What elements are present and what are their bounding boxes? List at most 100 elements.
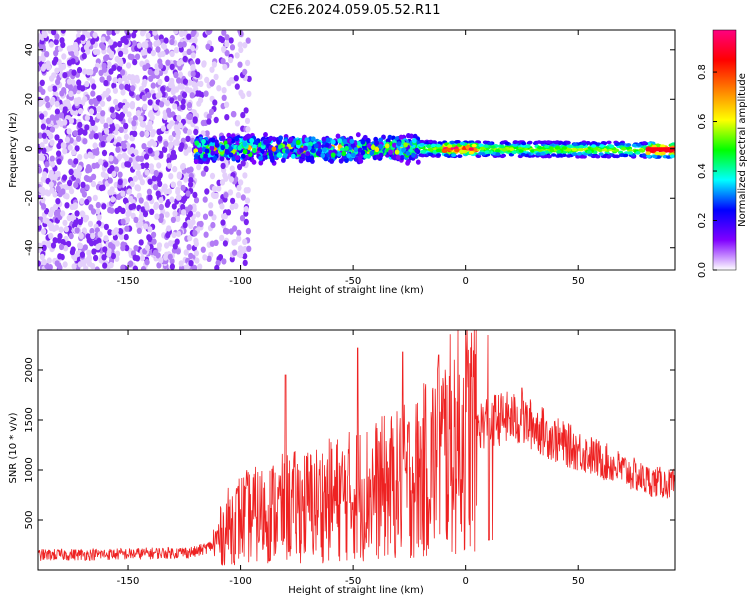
spectrogram-cell (164, 211, 170, 218)
spectrogram-cell (70, 214, 76, 221)
spectrogram-cell (321, 136, 327, 142)
spectrogram-cell (431, 143, 437, 148)
spectrogram-cell (79, 198, 85, 205)
spectrogram-cell (121, 142, 127, 150)
spectrogram-cell (164, 201, 170, 208)
spectrogram-cell (171, 231, 177, 239)
colorbar-gradient (712, 29, 737, 271)
spectrogram-cell (128, 260, 134, 267)
spectrogram-cell (47, 85, 53, 92)
spectrogram-cell (48, 232, 54, 240)
spectrogram-cell (169, 50, 175, 58)
spectrogram-cell (602, 141, 608, 145)
spectrogram-cell (63, 245, 69, 252)
colorbar-ticks: 0.0 0.2 0.4 0.6 0.8 (697, 64, 717, 278)
spectrogram-cell (193, 250, 199, 257)
spectrogram-cell (150, 82, 156, 89)
spectrogram-cell (392, 142, 397, 148)
spectrogram-cell (126, 161, 132, 168)
spectrogram-cell (49, 126, 56, 133)
spectrogram-cell (479, 146, 485, 151)
spectrogram-cell (238, 89, 244, 97)
spectrogram-cell (242, 42, 248, 49)
spectrogram-cell (146, 91, 152, 99)
spectrogram-cell (635, 151, 641, 155)
spectrogram-cell (110, 252, 116, 260)
spectrogram-cell (88, 133, 94, 140)
spectrogram-cell (133, 245, 139, 252)
spectrogram-cell (92, 97, 98, 105)
spectrogram-cell (177, 71, 183, 78)
spectrogram-cell (229, 256, 235, 263)
spectrogram-cell (178, 260, 184, 267)
spectrogram-cell (471, 143, 477, 148)
spectrogram-cell (240, 153, 246, 159)
spectrogram-cell (435, 153, 442, 157)
spectrogram-cell (92, 32, 98, 39)
spectrogram-cell (363, 153, 368, 159)
spectrogram-cell (626, 143, 632, 147)
spectrogram-cell (186, 48, 192, 55)
spectrogram-cell (56, 150, 62, 157)
spectrogram-cell (112, 77, 118, 84)
spectrogram-cell (164, 100, 171, 107)
spectrogram-cell (575, 155, 581, 159)
spectrogram-cell (184, 86, 190, 93)
spectrogram-cell (170, 181, 176, 188)
spectrogram-cell (169, 263, 175, 270)
spectrogram-cell (187, 113, 193, 120)
spectrogram-cell (112, 87, 118, 94)
spectrogram-cell (111, 170, 117, 178)
spectrogram-cell (176, 114, 182, 122)
spectrogram-cell (113, 166, 120, 173)
spectrogram-cell (88, 152, 94, 159)
spectrogram-cell (90, 119, 96, 127)
spectrogram-cell (84, 124, 90, 131)
spectrogram-cell (203, 165, 209, 173)
spectrogram-cell (89, 227, 95, 235)
spectrogram-cell (187, 79, 193, 86)
spectrogram-cell (222, 63, 228, 71)
spectrogram-cell (571, 152, 577, 156)
spectrogram-cell (625, 146, 631, 150)
spectrogram-cell (228, 37, 234, 44)
spectrogram-cell (220, 162, 226, 170)
spectrogram-cell (158, 150, 164, 158)
snr-x-tick-label: -150 (117, 576, 140, 587)
spectrogram-cell (53, 203, 59, 211)
spectrogram-cell (115, 146, 121, 153)
spectrogram-cell (405, 160, 410, 166)
spectrogram-cell (180, 184, 186, 192)
spectrogram-cell (233, 75, 239, 82)
spectrogram-cell (140, 162, 146, 169)
spectrogram-cell (129, 103, 135, 110)
spectrogram-cell (175, 215, 181, 223)
spectrogram-cell (192, 36, 198, 44)
colorbar-label: Normalized spectral amplitude (737, 73, 748, 227)
spectrogram-cell (638, 148, 644, 153)
spectrogram-cell (238, 46, 244, 54)
spectrogram-cell (118, 228, 124, 235)
spectrogram-cell (181, 209, 187, 216)
spectrogram-cell (660, 144, 666, 148)
spectrogram-cell (350, 142, 356, 148)
spectrogram-cell (55, 78, 61, 86)
spectrogram-cell (92, 125, 98, 132)
spectrogram-cell (68, 168, 74, 176)
spectrogram-cell (378, 137, 384, 143)
spectrogram-cell (179, 142, 185, 149)
spectrogram-cell (98, 184, 105, 192)
spectrogram-cell (86, 256, 92, 263)
spectrogram-cell (360, 139, 366, 145)
spectrogram-cell (67, 179, 73, 187)
spectrogram-cell (246, 75, 252, 83)
spectrogram-cell (194, 90, 201, 97)
spectrogram-cell (68, 117, 75, 125)
spectrogram-cell (543, 154, 549, 159)
spectrogram-cell (198, 80, 204, 88)
spectrogram-cell (48, 41, 55, 48)
spectrogram-cell (175, 129, 182, 136)
spectrogram-cell (73, 219, 79, 226)
spectrogram-cell (237, 163, 243, 171)
spectrogram-cell (118, 83, 125, 90)
